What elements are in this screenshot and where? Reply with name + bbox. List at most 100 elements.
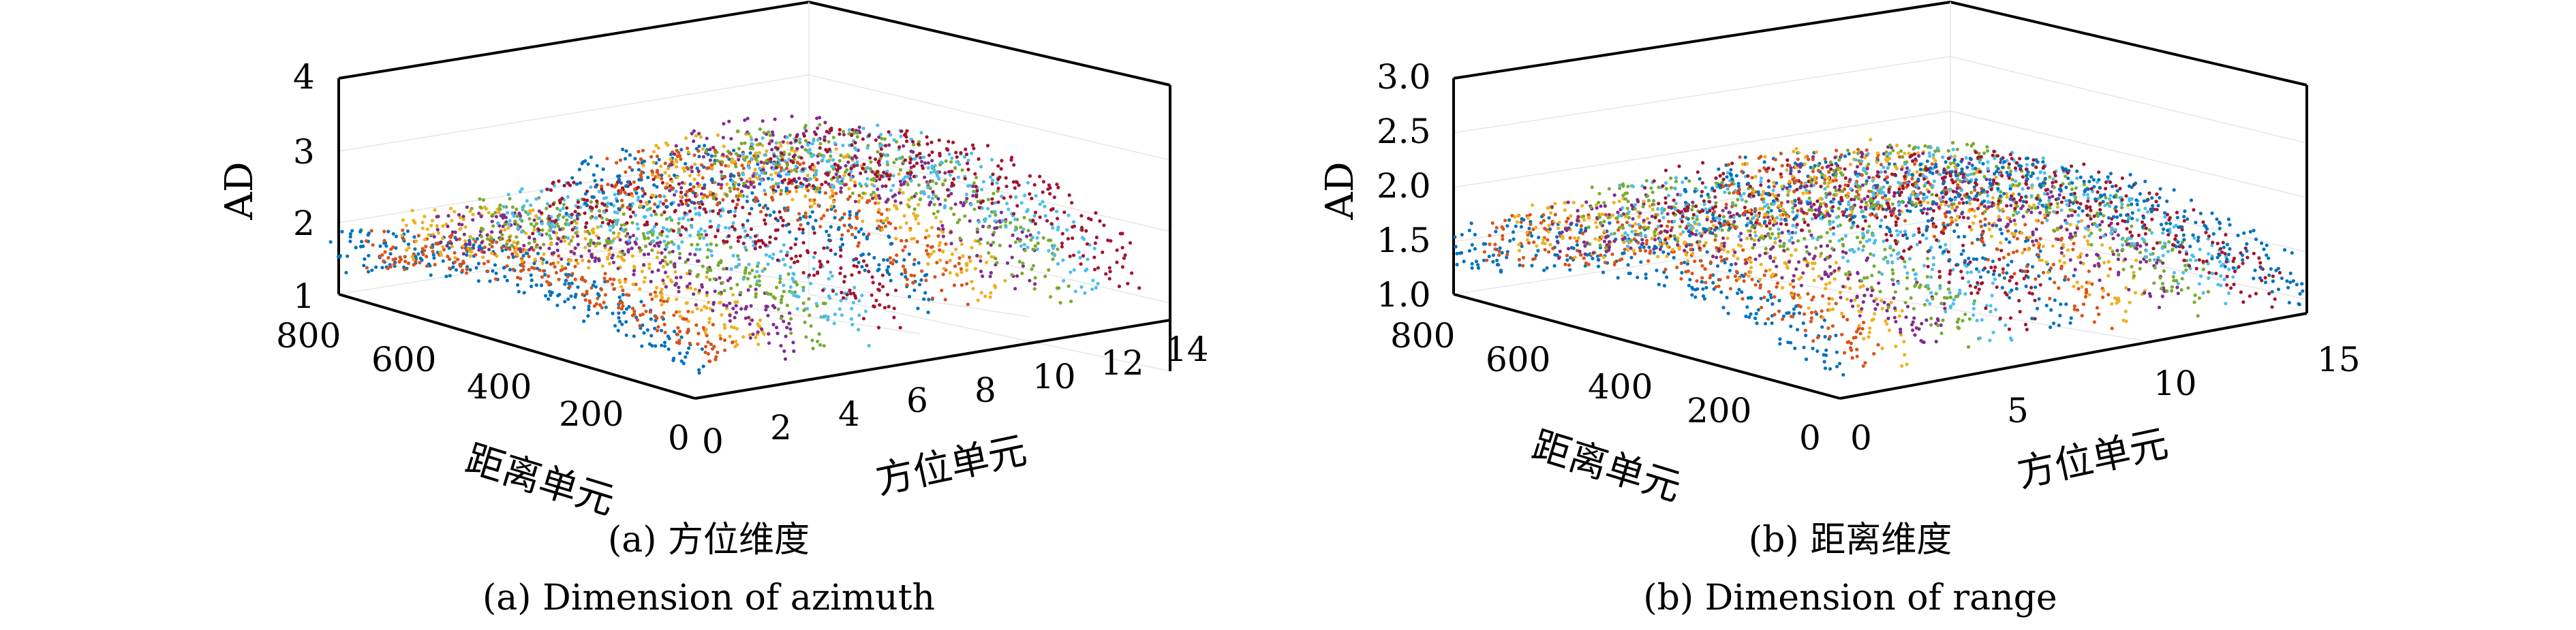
scatter-point xyxy=(508,268,512,272)
scatter-point xyxy=(529,222,534,226)
scatter-point xyxy=(1053,253,1057,257)
scatter-point xyxy=(780,151,784,155)
scatter-point xyxy=(1825,255,1829,259)
scatter-point xyxy=(841,296,846,300)
scatter-point xyxy=(924,249,929,253)
scatter-point xyxy=(538,232,542,236)
scatter-point xyxy=(358,230,363,234)
scatter-point xyxy=(1860,248,1865,252)
scatter-point xyxy=(686,146,690,151)
scatter-point xyxy=(773,117,777,121)
scatter-point xyxy=(958,236,962,240)
scatter-point xyxy=(1848,286,1852,290)
scatter-point xyxy=(450,219,454,223)
scatter-point xyxy=(1886,261,1890,265)
scatter-point xyxy=(636,198,640,202)
scatter-point xyxy=(547,217,551,221)
scatter-point xyxy=(692,185,696,189)
scatter-point xyxy=(1762,236,1766,240)
scatter-point xyxy=(787,152,791,157)
scatter-point xyxy=(1687,179,1691,183)
scatter-point xyxy=(1893,306,1897,311)
scatter-point xyxy=(515,207,519,211)
scatter-point xyxy=(930,196,934,200)
scatter-point xyxy=(785,136,789,140)
scatter-point xyxy=(663,170,667,175)
scatter-point xyxy=(1686,259,1690,263)
scatter-point xyxy=(1035,247,1039,251)
scatter-point xyxy=(797,212,801,216)
scatter-point xyxy=(481,198,486,202)
scatter-point xyxy=(901,191,905,195)
scatter-point xyxy=(989,291,993,295)
scatter-point xyxy=(532,228,536,232)
scatter-point xyxy=(878,144,883,148)
scatter-point xyxy=(1061,258,1065,262)
scatter-point xyxy=(1926,283,1930,287)
scatter-point xyxy=(441,224,445,228)
scatter-point xyxy=(1775,264,1779,268)
scatter-point xyxy=(1526,216,1530,220)
scatter-point xyxy=(1914,326,1918,330)
scatter-point xyxy=(1912,306,1916,311)
scatter-point xyxy=(1460,233,1464,237)
scatter-point xyxy=(876,150,880,154)
scatter-point xyxy=(622,258,626,263)
scatter-point xyxy=(620,322,624,326)
scatter-point xyxy=(1745,236,1749,240)
scatter-point xyxy=(697,131,701,136)
scatter-point xyxy=(675,154,679,158)
scatter-point xyxy=(994,213,998,217)
scatter-point xyxy=(1773,240,1777,245)
scatter-point xyxy=(977,220,981,224)
scatter-point xyxy=(694,323,699,327)
scatter-point xyxy=(1714,181,1718,185)
scatter-point xyxy=(2025,269,2029,273)
scatter-point xyxy=(642,280,646,284)
scatter-point xyxy=(870,178,874,182)
scatter-point xyxy=(941,249,945,253)
scatter-point xyxy=(915,153,919,158)
scatter-point xyxy=(606,279,610,283)
scatter-point xyxy=(785,250,790,255)
scatter-point xyxy=(677,338,681,343)
scatter-point xyxy=(1071,253,1076,257)
scatter-point xyxy=(750,206,754,210)
scatter-point xyxy=(589,200,593,204)
scatter-point xyxy=(834,191,838,195)
scatter-point xyxy=(807,297,811,301)
scatter-point xyxy=(579,254,583,259)
scatter-point xyxy=(1841,244,1845,248)
scatter-point xyxy=(1069,299,1073,303)
scatter-point xyxy=(1049,222,1054,226)
scatter-point xyxy=(1679,277,1683,281)
scatter-point xyxy=(748,284,752,288)
scatter-point xyxy=(844,296,848,301)
scatter-point xyxy=(2029,285,2034,289)
scatter-point xyxy=(1069,270,1073,274)
scatter-point xyxy=(660,259,665,263)
scatter-point xyxy=(1858,240,1862,245)
scatter-point xyxy=(611,311,615,315)
scatter-point xyxy=(808,148,812,152)
scatter-point xyxy=(863,268,867,272)
scatter-point xyxy=(1736,257,1740,261)
scatter-point xyxy=(1733,274,1737,279)
scatter-point xyxy=(1687,222,1691,226)
scatter-point xyxy=(1612,193,1616,198)
scatter-point xyxy=(1777,235,1781,239)
scatter-point xyxy=(1870,273,1874,278)
scatter-point xyxy=(631,282,635,286)
scatter-point xyxy=(487,247,491,251)
scatter-point xyxy=(1020,230,1024,234)
scatter-point xyxy=(781,223,785,227)
scatter-point xyxy=(945,146,949,151)
scatter-point xyxy=(1682,260,1687,264)
scatter-point xyxy=(975,189,979,193)
scatter-point xyxy=(722,323,726,327)
scatter-point xyxy=(812,202,816,206)
scatter-point xyxy=(654,212,658,216)
scatter-point xyxy=(788,230,792,234)
scatter-point xyxy=(918,197,922,201)
scatter-point xyxy=(1781,314,1785,318)
